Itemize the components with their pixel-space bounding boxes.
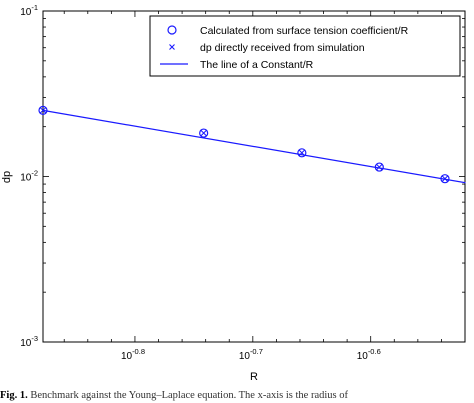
- y-tick-label: 10-3: [20, 334, 38, 349]
- x-tick-label: 10-0.6: [357, 347, 381, 362]
- figure-caption: Fig. 1. Benchmark against the Young–Lapl…: [0, 390, 474, 401]
- y-axis-ticks: 10-3 10-2 10-1: [20, 3, 465, 349]
- point-simulation: [39, 107, 47, 114]
- legend-box: [149, 15, 461, 77]
- x-axis-ticks: 10-0.810-0.710-0.610-0.5: [63, 11, 466, 362]
- legend: Calculated from surface tension coeffici…: [149, 15, 461, 77]
- point-simulation: [376, 163, 383, 171]
- y-tick-label: 10-1: [20, 3, 38, 18]
- legend-x-marker: [169, 44, 175, 50]
- x-tick-label: 10-0.8: [121, 347, 145, 362]
- point-calculated: [199, 128, 209, 138]
- legend-entry-calculated: Calculated from surface tension coeffici…: [200, 25, 409, 37]
- x-tick-label: 10-0.7: [239, 347, 263, 362]
- caption-text: Benchmark against the Young–Laplace equa…: [30, 390, 348, 401]
- point-calculated: [297, 148, 307, 158]
- legend-entry-simulation: dp directly received from simulation: [200, 42, 365, 54]
- x-axis-label: R: [250, 371, 258, 383]
- series-layer: [38, 105, 466, 184]
- point-calculated: [38, 105, 48, 115]
- y-axis-label: dp: [1, 171, 13, 183]
- point-simulation: [200, 129, 207, 137]
- legend-circle-marker: [167, 25, 177, 35]
- y-tick-label: 10-2: [20, 169, 38, 184]
- caption-label: Fig. 1.: [0, 390, 28, 401]
- legend-entry-constant-line: The line of a Constant/R: [200, 59, 314, 71]
- series-line-constant-over-r: [42, 109, 466, 184]
